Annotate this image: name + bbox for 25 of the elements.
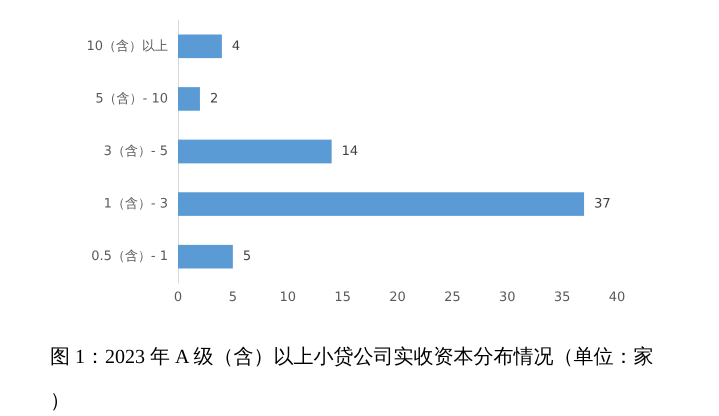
x-tick-label: 15 (334, 290, 351, 305)
bar (178, 87, 200, 111)
x-tick-label: 25 (444, 290, 461, 305)
data-label: 14 (342, 144, 358, 159)
bar (178, 244, 233, 269)
y-tick-label: 5（含）- 10 (95, 91, 168, 106)
x-tick-label: 30 (498, 290, 516, 305)
bar (178, 192, 584, 216)
data-label: 5 (242, 249, 252, 264)
x-tick-label: 5 (228, 290, 238, 305)
y-tick-label: 1（含）- 3 (104, 196, 168, 212)
bar (178, 140, 332, 164)
data-label: 4 (232, 38, 240, 54)
x-tick-label: 10 (279, 290, 296, 305)
x-tick-label: 0 (174, 290, 182, 305)
data-label: 2 (210, 91, 218, 106)
x-tick-label: 40 (608, 290, 626, 305)
x-tick-label: 35 (554, 290, 570, 305)
bar (178, 34, 222, 58)
text: 图 1：2023 年 A 级（含）以上小贷公司实收资本分布情况（单位：家） (50, 346, 654, 412)
x-tick-label: 20 (389, 290, 406, 305)
data-label: 37 (594, 196, 611, 212)
y-tick-label: 0.5（含）- 1 (91, 249, 168, 264)
y-tick-label: 3（含）- 5 (104, 144, 168, 159)
y-tick-label: 10（含）以上 (86, 38, 168, 54)
